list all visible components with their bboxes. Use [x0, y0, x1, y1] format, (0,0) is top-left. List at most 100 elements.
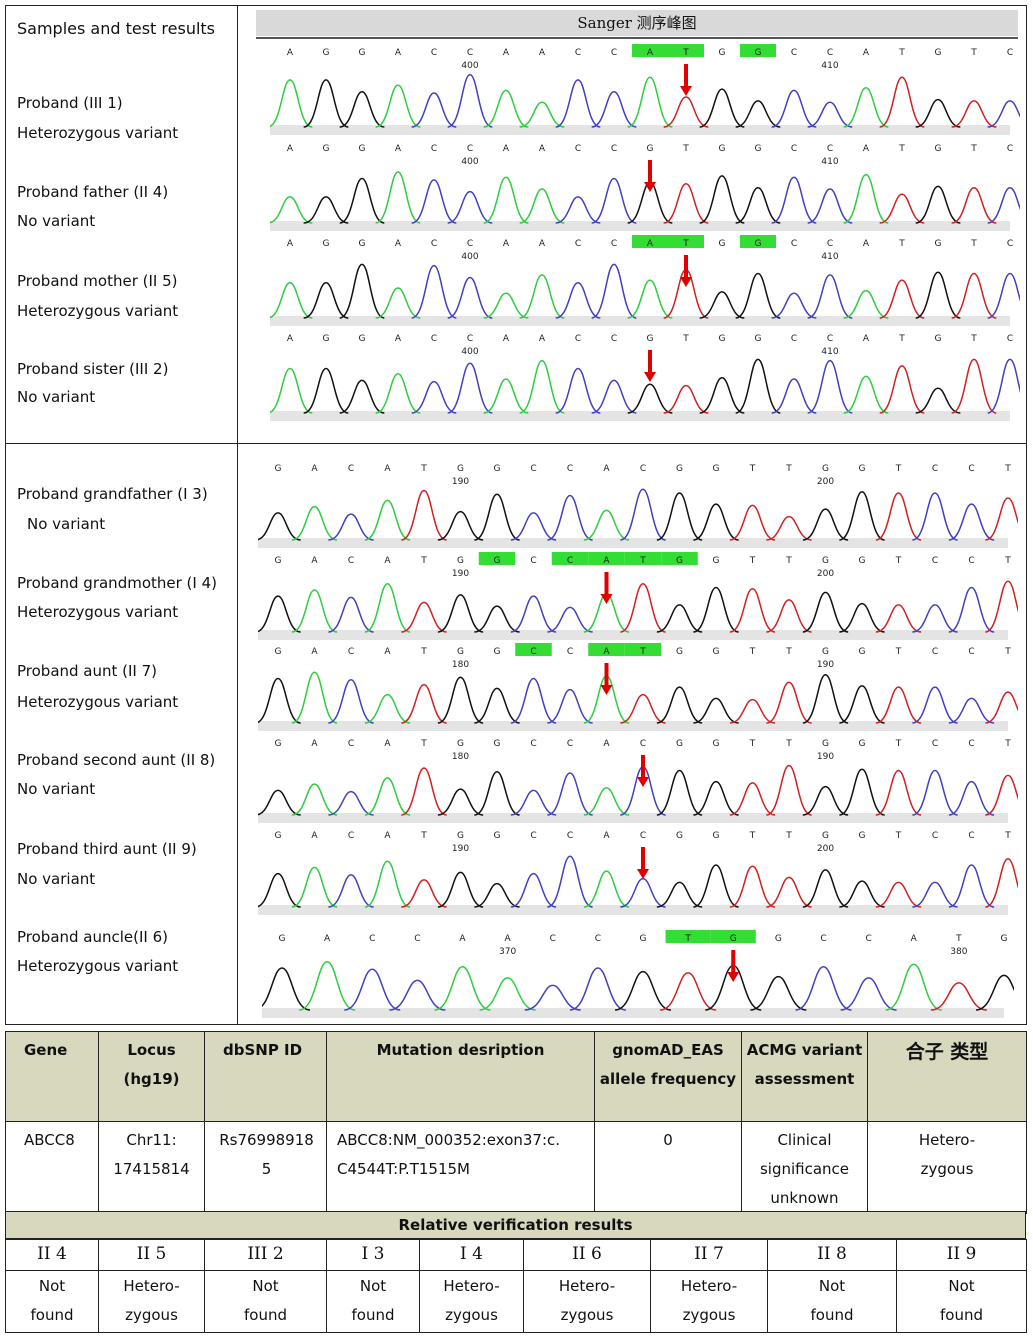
base-call-letter: A	[603, 464, 610, 474]
base-call-letter: A	[395, 239, 402, 249]
base-call-letter: A	[311, 831, 318, 841]
base-call-letter: T	[785, 647, 792, 657]
base-call-letter: C	[865, 934, 871, 944]
peak-C	[447, 73, 493, 128]
peak-T	[620, 582, 666, 633]
peak-G	[474, 770, 520, 816]
peak-A	[519, 359, 565, 414]
peak-A	[364, 499, 411, 541]
peak-A	[519, 274, 565, 319]
base-call-letter: C	[827, 144, 833, 154]
member-label: III 2	[204, 1239, 327, 1271]
chromatogram-svg: A G G A C C A A C C G T G G C C A T G T C 400 410	[270, 144, 1020, 231]
peak-A	[291, 783, 338, 816]
peak-C	[948, 586, 995, 633]
base-call-letter: C	[550, 934, 556, 944]
peak-G	[437, 871, 484, 908]
peak-G	[258, 789, 301, 816]
peak-C	[524, 984, 581, 1011]
peak-T	[985, 497, 1018, 541]
peak-C	[328, 790, 374, 816]
variant-highlight	[551, 552, 589, 565]
peak-A	[483, 292, 529, 319]
peak-G	[474, 605, 520, 633]
base-call-letter: G	[494, 739, 501, 749]
header-acmg: ACMG variant assessment	[741, 1031, 868, 1122]
base-call-letter: A	[287, 334, 294, 344]
base-call-letter: T	[682, 239, 689, 249]
base-call-letter: T	[684, 934, 691, 944]
base-call-letter: C	[431, 48, 437, 58]
base-call-letter: T	[749, 831, 756, 841]
base-call-letter: G	[775, 934, 782, 944]
peak-C	[547, 494, 593, 541]
sample-result: Heterozygous variant	[17, 603, 179, 621]
peak-A	[364, 582, 411, 633]
peak-A	[270, 196, 313, 224]
base-call-letter: C	[827, 239, 833, 249]
base-call-letter: T	[682, 334, 689, 344]
peak-A	[483, 89, 529, 128]
peak-A	[885, 963, 942, 1011]
base-call-letter: A	[311, 647, 318, 657]
peak-G	[474, 493, 520, 541]
base-call-letter: G	[822, 831, 829, 841]
peak-G	[693, 586, 739, 633]
sample-name: Proband third aunt (II 9)	[17, 840, 197, 858]
peak-C	[328, 678, 374, 724]
peak-C	[912, 881, 958, 908]
peak-G	[437, 788, 484, 816]
peak-C	[795, 965, 852, 1011]
peak-C	[912, 769, 958, 816]
base-call-letter: G	[359, 239, 366, 249]
base-call-letter: A	[459, 934, 466, 944]
base-call-letter: C	[348, 464, 354, 474]
position-marker: 190	[817, 660, 834, 670]
peak-G	[303, 196, 349, 224]
base-call-letter: G	[755, 144, 762, 154]
sanger-trace: G A C A T G G C C A C G G T T G G T C C T 190 200	[258, 458, 1018, 550]
peak-G	[258, 595, 301, 633]
base-call-letter: C	[968, 739, 974, 749]
variant-arrow	[644, 350, 656, 382]
base-call-letter: A	[911, 934, 918, 944]
variant-arrow	[637, 755, 649, 787]
base-call-letter: G	[719, 334, 726, 344]
base-call-letter: C	[1007, 48, 1013, 58]
relative-title: Relative verification results	[5, 1211, 1026, 1239]
peak-C	[591, 263, 637, 319]
base-call-letter: C	[431, 144, 437, 154]
variant-arrow	[600, 572, 613, 604]
sample-result: Heterozygous variant	[17, 957, 179, 975]
peak-C	[771, 176, 817, 224]
base-call-letter: A	[539, 334, 546, 344]
member-label: II 4	[5, 1239, 99, 1271]
base-call-letter: A	[287, 239, 294, 249]
base-call-letter: G	[323, 334, 330, 344]
peak-C	[510, 677, 557, 724]
variant-highlight	[740, 235, 776, 248]
peak-A	[843, 87, 889, 128]
sample-name: Proband (III 1)	[17, 94, 123, 112]
chromatogram-svg: A G G A C C A A C C G T G G C C A T G T C 400 410	[270, 334, 1020, 421]
base-call-letter: A	[603, 556, 610, 566]
base-call-letter: G	[822, 464, 829, 474]
base-call-letter: T	[895, 739, 902, 749]
member-label: II 5	[98, 1239, 205, 1271]
peak-T	[401, 601, 447, 633]
base-call-letter: T	[682, 144, 689, 154]
base-call-letter: C	[575, 334, 581, 344]
base-call-letter: C	[640, 464, 646, 474]
variant-highlight	[632, 235, 668, 248]
base-call-letter: G	[494, 647, 501, 657]
peak-T	[401, 879, 447, 908]
peak-G	[339, 379, 385, 414]
peak-T	[879, 76, 925, 128]
peak-G	[656, 686, 703, 724]
peak-T	[951, 186, 997, 224]
variant-table: Gene Locus (hg19) dbSNP ID Mutation desr…	[5, 1031, 1027, 1214]
base-call-letter: A	[603, 739, 610, 749]
peak-C	[411, 264, 457, 319]
position-marker: 410	[821, 252, 838, 262]
peak-C	[447, 190, 493, 224]
